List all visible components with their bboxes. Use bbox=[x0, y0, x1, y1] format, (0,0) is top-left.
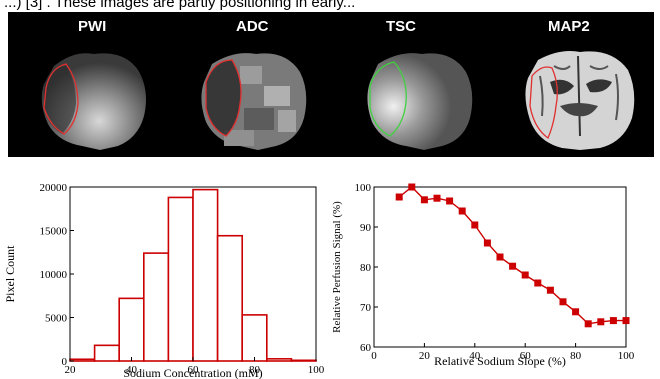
line-x-tick-label: 0 bbox=[371, 350, 377, 362]
line-y-tick-label: 70 bbox=[360, 302, 372, 314]
perfusion-data-point bbox=[458, 207, 466, 215]
histogram-bar bbox=[290, 359, 317, 362]
perfusion-data-point bbox=[609, 317, 617, 325]
perfusion-data-point bbox=[408, 183, 416, 191]
histogram-bar bbox=[192, 188, 219, 362]
histogram-y-tick-label: 15000 bbox=[40, 226, 68, 238]
line-y-tick-label: 90 bbox=[360, 222, 372, 234]
perfusion-data-point bbox=[622, 317, 630, 325]
perfusion-data-point bbox=[559, 298, 567, 306]
perfusion-data-point bbox=[471, 221, 479, 229]
cropped-caption-text: ...) [3] . These images are partly posit… bbox=[4, 0, 356, 11]
pwi-brain-scan bbox=[41, 53, 146, 151]
perfusion-data-point bbox=[546, 286, 554, 294]
line-x-tick-label: 100 bbox=[618, 350, 635, 362]
histogram-x-tick-label: 40 bbox=[126, 364, 138, 376]
mri-image-panel: PWI ADC TSC MAP2 bbox=[8, 12, 654, 157]
adc-roi-outline bbox=[205, 59, 242, 137]
map2-label: MAP2 bbox=[548, 18, 590, 35]
line-x-tick-label: 40 bbox=[469, 350, 481, 362]
histogram-y-tick-label: 5000 bbox=[45, 313, 68, 325]
perfusion-vs-sodium-chart: Relative Perfusion Signal (%) Relative S… bbox=[331, 182, 635, 368]
adc-label: ADC bbox=[236, 18, 269, 35]
histogram-bar bbox=[143, 252, 170, 362]
perfusion-data-point bbox=[395, 193, 403, 201]
perfusion-data-point bbox=[420, 196, 428, 204]
perfusion-data-point bbox=[572, 308, 580, 316]
histogram-bar bbox=[241, 314, 268, 362]
tsc-brain-scan bbox=[367, 53, 473, 150]
histogram-x-tick-label: 20 bbox=[65, 364, 77, 376]
sodium-histogram-chart: Pixel Count Sodium Concentration (mM) 20… bbox=[3, 182, 325, 379]
histogram-y-axis-label: Pixel Count bbox=[3, 245, 17, 303]
perfusion-data-point bbox=[433, 194, 441, 202]
tsc-label: TSC bbox=[386, 18, 416, 35]
perfusion-data-point bbox=[597, 318, 605, 326]
adc-brain-scan bbox=[201, 53, 307, 150]
pwi-roi-outline bbox=[43, 63, 79, 135]
map2-roi-outline bbox=[529, 66, 558, 139]
histogram-bar bbox=[167, 196, 194, 362]
histogram-bar bbox=[216, 234, 244, 362]
line-y-tick-label: 80 bbox=[360, 262, 372, 274]
map2-brain-scan bbox=[525, 51, 635, 150]
histogram-bar bbox=[93, 344, 120, 362]
histogram-bar bbox=[118, 297, 145, 362]
line-x-tick-label: 60 bbox=[520, 350, 532, 362]
perfusion-series-line bbox=[398, 186, 626, 325]
histogram-bar bbox=[265, 358, 293, 362]
histogram-x-tick-label: 100 bbox=[308, 364, 325, 376]
perfusion-data-point bbox=[534, 279, 542, 287]
line-y-tick-label: 60 bbox=[360, 342, 372, 354]
line-x-tick-label: 20 bbox=[419, 350, 431, 362]
line-y-axis-label: Relative Perfusion Signal (%) bbox=[331, 201, 343, 333]
line-x-tick-label: 80 bbox=[570, 350, 582, 362]
histogram-x-axis-label: Sodium Concentration (mM) bbox=[123, 366, 262, 379]
histogram-y-tick-label: 0 bbox=[62, 356, 68, 368]
perfusion-data-point bbox=[483, 239, 491, 247]
line-x-axis-label: Relative Sodium Slope (%) bbox=[434, 354, 566, 368]
perfusion-data-point bbox=[521, 271, 529, 279]
perfusion-data-point bbox=[584, 320, 592, 328]
perfusion-data-point bbox=[446, 197, 454, 205]
histogram-x-tick-label: 80 bbox=[249, 364, 261, 376]
histogram-y-tick-label: 10000 bbox=[40, 269, 68, 281]
histogram-y-tick-label: 20000 bbox=[40, 182, 68, 194]
pwi-label: PWI bbox=[78, 18, 107, 35]
perfusion-data-point bbox=[509, 262, 517, 270]
histogram-x-tick-label: 60 bbox=[188, 364, 200, 376]
tsc-roi-outline bbox=[369, 61, 407, 137]
line-y-tick-label: 100 bbox=[355, 182, 372, 194]
perfusion-data-point bbox=[496, 253, 504, 261]
